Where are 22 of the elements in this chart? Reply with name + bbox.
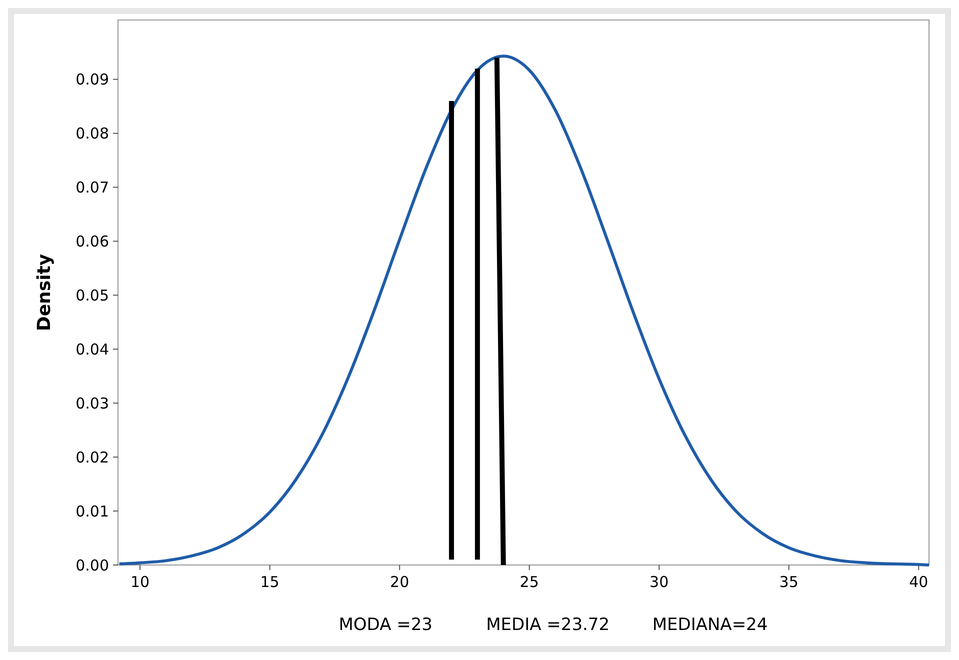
text: MEDIA =23.72 bbox=[486, 615, 610, 635]
x-tick-label: 25 bbox=[520, 573, 539, 591]
line-series bbox=[118, 54, 930, 566]
y-tick-label: 0.07 bbox=[76, 178, 109, 197]
x-tick-label: 35 bbox=[779, 573, 798, 591]
y-tick-label: 0.06 bbox=[76, 232, 109, 250]
text: MODA =23 bbox=[338, 615, 433, 635]
x-tick-label: 20 bbox=[390, 573, 410, 591]
x-tick-label: 40 bbox=[909, 573, 928, 591]
y-axis-title: Density bbox=[34, 254, 55, 332]
x-tick-label: 10 bbox=[130, 573, 150, 591]
y-tick-label: 0.02 bbox=[76, 448, 109, 466]
y-tick-label: 0.04 bbox=[76, 340, 109, 358]
y-tick-label: 0.03 bbox=[76, 394, 109, 412]
x-tick-label: 15 bbox=[260, 573, 280, 591]
y-tick-label: 0.00 bbox=[76, 556, 109, 574]
y-tick-label: 0.05 bbox=[76, 286, 109, 304]
y-tick-label: 0.08 bbox=[76, 124, 109, 143]
y-tick-label: 0.09 bbox=[76, 70, 109, 89]
text: MEDIANA=24 bbox=[652, 615, 768, 635]
x-tick-label: 30 bbox=[650, 573, 669, 591]
y-tick-label: 0.01 bbox=[76, 502, 109, 520]
